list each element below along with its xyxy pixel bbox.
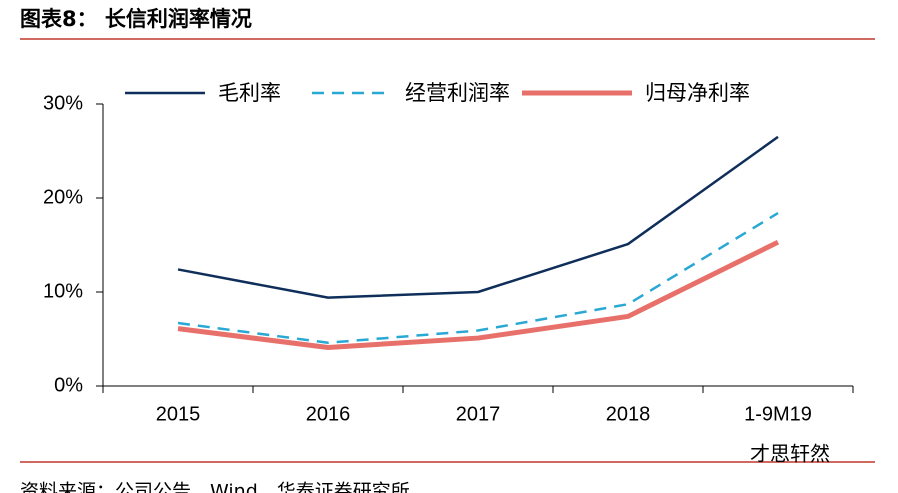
legend-label: 经营利润率 — [405, 81, 510, 105]
chart-title: 图表8： 长信利润率情况 — [20, 7, 252, 31]
y-tick-label: 30% — [43, 92, 83, 114]
watermark: 才思轩然 — [750, 442, 830, 466]
y-tick-label: 0% — [54, 374, 83, 396]
x-tick-label: 1-9M19 — [744, 403, 812, 425]
x-tick-label: 2017 — [456, 403, 501, 425]
y-tick-label: 10% — [43, 280, 83, 302]
legend-label: 归母净利率 — [645, 81, 750, 105]
series-line — [177, 211, 779, 345]
y-tick-label: 20% — [43, 186, 83, 208]
x-tick-label: 2016 — [306, 403, 351, 425]
legend-label: 毛利率 — [218, 81, 281, 105]
x-tick-label: 2015 — [156, 403, 201, 425]
series-line — [177, 135, 779, 299]
x-tick-label: 2018 — [606, 403, 651, 425]
series-line — [177, 239, 780, 350]
source-note: 资料来源：公司公告，Wind，华泰证券研究所 — [20, 481, 410, 493]
